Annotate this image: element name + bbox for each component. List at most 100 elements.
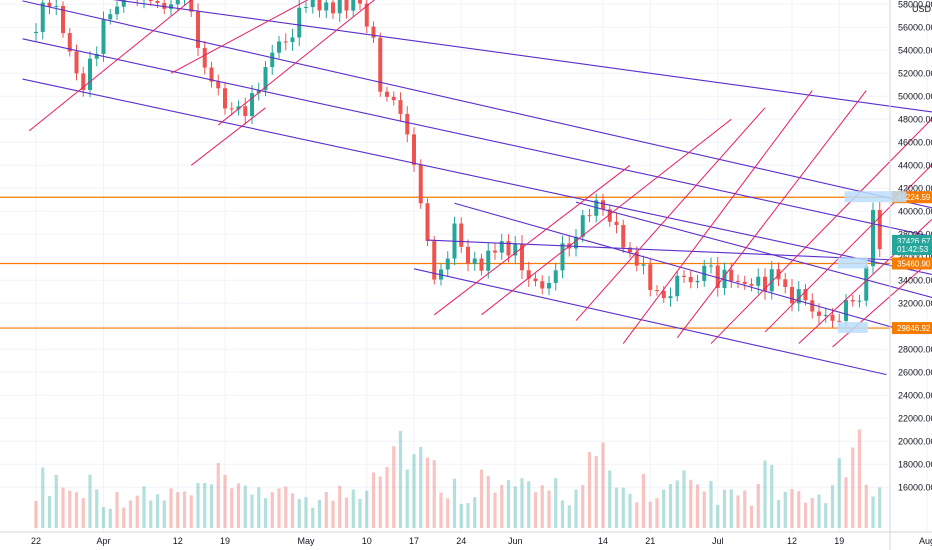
volume-bar xyxy=(88,474,92,528)
candle-body xyxy=(682,275,686,277)
volume-bar xyxy=(878,487,882,528)
candle-body xyxy=(148,0,153,1)
volume-bar xyxy=(560,500,565,528)
candle-body xyxy=(648,264,653,291)
candle-body xyxy=(175,0,180,5)
volume-bar xyxy=(540,485,544,528)
grid-layer xyxy=(0,0,928,532)
x-tick-label: 24 xyxy=(456,536,466,546)
candle-body xyxy=(763,276,767,292)
alert-marker-box xyxy=(844,191,907,203)
candle-body xyxy=(317,0,322,11)
candle-body xyxy=(607,209,612,222)
candle-body xyxy=(304,7,308,9)
candle-body xyxy=(715,265,720,288)
x-tick-label: 12 xyxy=(787,536,797,546)
candle-body xyxy=(742,281,747,284)
x-tick-label: 21 xyxy=(645,536,655,546)
candle-body xyxy=(580,215,585,237)
candle-body xyxy=(54,5,59,7)
candle-body xyxy=(493,250,497,253)
volume-bar xyxy=(446,498,450,528)
volume-bar xyxy=(284,486,288,528)
purple-channel-line xyxy=(22,38,932,238)
candle-body xyxy=(216,81,221,89)
volume-bar xyxy=(857,429,862,528)
candle-body xyxy=(796,289,801,304)
candle-body xyxy=(574,236,578,249)
candle-body xyxy=(209,67,214,82)
volume-bar xyxy=(817,494,821,528)
x-tick-label: 12 xyxy=(173,536,183,546)
volume-bar xyxy=(587,451,592,528)
candle-body xyxy=(115,6,119,15)
y-tick-label: 42000.00 xyxy=(898,183,932,193)
candle-body xyxy=(378,37,383,92)
volume-layer xyxy=(34,429,882,528)
volume-bar xyxy=(203,482,207,528)
volume-bar xyxy=(554,478,558,528)
volume-bar xyxy=(304,497,308,528)
candle-body xyxy=(553,270,558,283)
volume-bar xyxy=(655,498,659,528)
candle-body xyxy=(101,19,106,54)
candle-body xyxy=(391,96,396,101)
candle-body xyxy=(121,0,126,7)
pink-channel-line xyxy=(481,118,732,316)
volume-bar xyxy=(101,507,106,528)
volume-bar xyxy=(479,469,484,528)
volume-bar xyxy=(770,464,774,528)
volume-bar xyxy=(250,494,254,528)
candle-body xyxy=(668,296,673,299)
candle-body xyxy=(844,300,848,321)
price-tag-label: 29846.92 xyxy=(897,324,931,333)
pink-channel-line xyxy=(190,107,266,166)
volume-bar xyxy=(108,508,112,528)
candle-body xyxy=(425,203,430,242)
volume-bar xyxy=(223,474,227,528)
volume-bar xyxy=(581,485,585,528)
candle-body xyxy=(729,269,734,281)
y-tick-label: 34000.00 xyxy=(898,275,932,285)
candle-body xyxy=(634,252,639,266)
volume-bar xyxy=(527,481,531,528)
pink-channel-line xyxy=(170,0,309,74)
volume-bar xyxy=(864,484,868,528)
candle-body xyxy=(432,241,437,280)
volume-bar xyxy=(297,499,301,528)
y-tick-label: 32000.00 xyxy=(898,298,932,308)
candle-body xyxy=(621,225,626,248)
volume-bar xyxy=(763,460,767,528)
candle-body xyxy=(830,314,835,321)
candle-body xyxy=(398,100,403,114)
candle-body xyxy=(358,0,362,4)
y-tick-label: 36000.00 xyxy=(898,252,932,262)
volume-bar xyxy=(756,484,760,528)
volume-bar xyxy=(311,507,315,528)
candle-body xyxy=(297,7,302,38)
pink-channel-line xyxy=(28,0,192,132)
volume-bar xyxy=(209,484,214,528)
volume-bar xyxy=(41,467,45,528)
candle-body xyxy=(655,290,659,292)
candle-body xyxy=(459,223,464,247)
candle-body xyxy=(364,3,369,27)
volume-bar xyxy=(95,489,99,528)
candle-body xyxy=(857,300,862,302)
volume-bar xyxy=(425,457,430,528)
alert-marker-box xyxy=(837,322,868,334)
pink-channel-line xyxy=(832,258,932,348)
volume-bar xyxy=(500,484,504,528)
volume-bar xyxy=(662,489,666,528)
currency-label: USD xyxy=(912,4,932,14)
candle-body xyxy=(337,0,342,14)
volume-bar xyxy=(189,495,193,528)
volume-bar xyxy=(871,496,875,528)
candle-body xyxy=(256,90,261,94)
volume-bar xyxy=(797,491,801,528)
candle-body xyxy=(790,286,794,304)
purple-channel-line xyxy=(112,0,932,113)
